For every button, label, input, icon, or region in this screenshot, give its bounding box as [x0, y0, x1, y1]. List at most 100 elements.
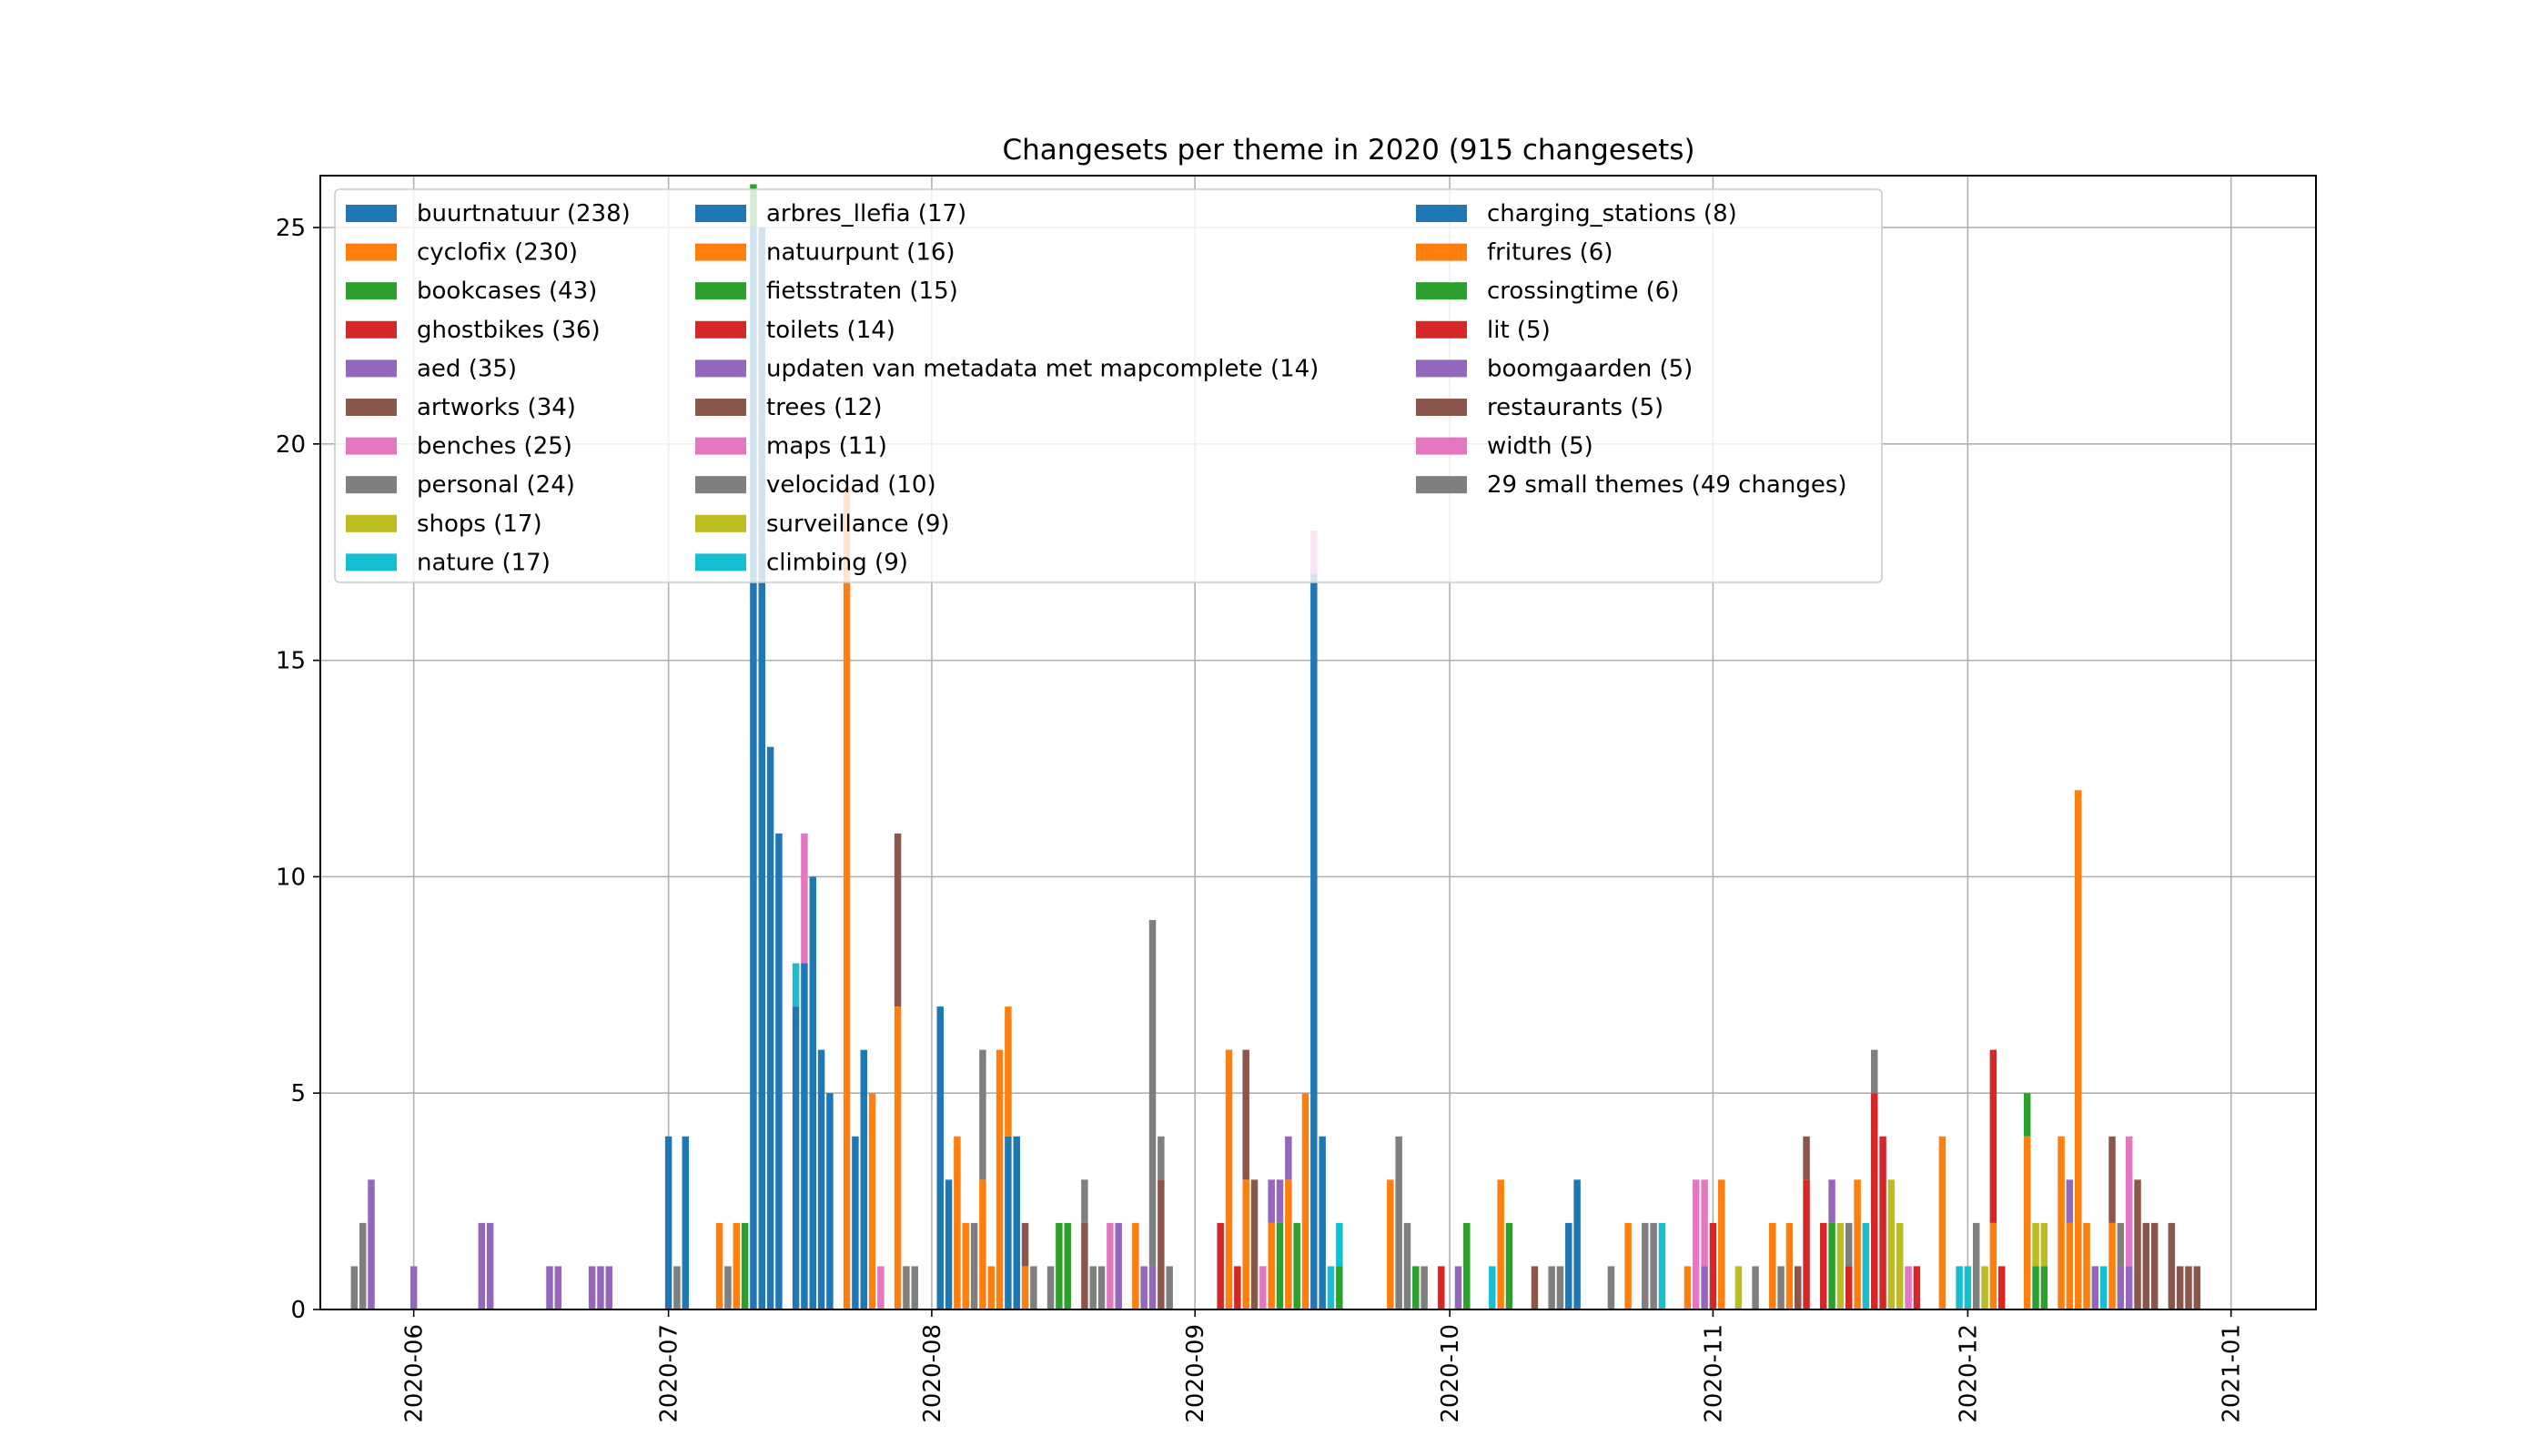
bar — [2083, 1222, 2090, 1309]
bar — [2108, 1136, 2116, 1223]
bar — [1803, 1136, 1810, 1180]
legend-entry: boomgaarden (5) — [1487, 355, 1693, 382]
legend-swatch — [346, 320, 397, 339]
bar — [1319, 1136, 1326, 1309]
bar — [1081, 1222, 1088, 1309]
legend-entry: cyclofix (230) — [417, 239, 578, 267]
bar — [588, 1266, 596, 1309]
bar — [809, 876, 816, 1309]
bar — [1081, 1179, 1088, 1223]
legend-entry: bookcases (43) — [417, 278, 597, 305]
bar — [817, 1049, 825, 1309]
bar — [1981, 1266, 1988, 1309]
bar — [945, 1179, 953, 1309]
bar — [1387, 1179, 1394, 1309]
bar — [1285, 1136, 1292, 1180]
bar — [1242, 1179, 1249, 1309]
bar — [715, 1222, 723, 1309]
bar — [410, 1266, 418, 1309]
bar — [1132, 1222, 1139, 1309]
bar — [1293, 1222, 1300, 1309]
bar — [2117, 1266, 2125, 1309]
bar — [1989, 1222, 1997, 1309]
bar — [1896, 1222, 1904, 1309]
bar — [750, 228, 757, 1309]
bar — [1310, 573, 1318, 1309]
bar — [2023, 1136, 2031, 1309]
bar — [1828, 1179, 1835, 1223]
bar — [775, 833, 783, 1309]
bar — [962, 1222, 969, 1309]
legend-swatch — [1416, 476, 1467, 494]
x-axis: 2020-06 2020-07 2020-08 2020-09 2020-10 2020-… — [401, 1309, 2246, 1423]
bar — [1938, 1136, 1946, 1309]
bars — [350, 184, 2201, 1309]
bar — [546, 1266, 553, 1309]
x-tick-label: 2020-06 — [401, 1324, 429, 1423]
bar — [1064, 1222, 1071, 1309]
legend-entry: lit (5) — [1487, 317, 1551, 344]
bar — [2125, 1136, 2133, 1267]
legend-entry: crossingtime (6) — [1487, 278, 1679, 305]
bar — [2023, 1093, 2031, 1137]
bar — [1497, 1179, 1504, 1309]
bar — [359, 1222, 367, 1309]
legend-swatch — [695, 243, 746, 261]
legend-swatch — [346, 205, 397, 222]
bar — [903, 1266, 910, 1309]
legend-swatch — [695, 476, 746, 494]
bar — [1531, 1266, 1539, 1309]
legend-entry: climbing (9) — [766, 549, 908, 576]
bar — [1871, 1049, 1878, 1094]
legend-swatch — [695, 514, 746, 532]
x-tick-label: 2020-08 — [919, 1324, 946, 1423]
bar — [733, 1222, 740, 1309]
legend-swatch — [1416, 282, 1467, 300]
bar — [1650, 1222, 1657, 1309]
legend-entry: buurtnatuur (238) — [417, 200, 631, 228]
bar — [954, 1136, 961, 1309]
y-tick-label: 10 — [276, 864, 306, 891]
bar — [1489, 1266, 1496, 1309]
y-tick-label: 20 — [276, 431, 306, 459]
bar — [970, 1222, 978, 1309]
bar — [1259, 1266, 1267, 1309]
legend-swatch — [1416, 437, 1467, 455]
bar — [1107, 1222, 1114, 1309]
bar — [1148, 919, 1157, 1267]
x-tick-label: 2020-10 — [1437, 1324, 1464, 1423]
bar — [843, 487, 851, 1309]
bar — [2058, 1136, 2065, 1309]
bar — [1403, 1222, 1411, 1309]
bar — [1989, 1049, 1997, 1223]
legend-entry: velocidad (10) — [766, 471, 936, 499]
legend-swatch — [695, 437, 746, 455]
bar — [792, 963, 800, 1007]
bar — [2134, 1179, 2141, 1309]
legend-entry: nature (17) — [417, 549, 551, 576]
legend-entry: benches (25) — [417, 433, 572, 460]
legend-swatch — [1416, 320, 1467, 339]
y-axis: 0 5 10 15 20 25 — [276, 215, 320, 1324]
bar — [1701, 1266, 1708, 1309]
bar — [2074, 790, 2082, 1309]
bar — [2117, 1222, 2125, 1267]
bar — [1005, 1006, 1012, 1137]
bar — [2125, 1266, 2133, 1309]
legend-entry: ghostbikes (36) — [417, 317, 601, 344]
legend-entry: fietsstraten (15) — [766, 278, 958, 305]
bar — [2040, 1222, 2048, 1267]
bar — [1734, 1266, 1743, 1309]
bar — [979, 1049, 986, 1180]
bar — [1556, 1266, 1564, 1309]
y-tick-label: 5 — [290, 1080, 306, 1107]
bar — [1463, 1222, 1471, 1309]
legend-entry: natuurpunt (16) — [766, 239, 956, 267]
bar — [860, 1049, 867, 1309]
x-tick-label: 2020-11 — [1700, 1324, 1727, 1423]
x-tick-label: 2020-12 — [1955, 1324, 1982, 1423]
bar — [1395, 1136, 1402, 1309]
bar — [1276, 1179, 1284, 1223]
legend-entry: shops (17) — [417, 511, 542, 538]
bar — [2091, 1266, 2099, 1309]
